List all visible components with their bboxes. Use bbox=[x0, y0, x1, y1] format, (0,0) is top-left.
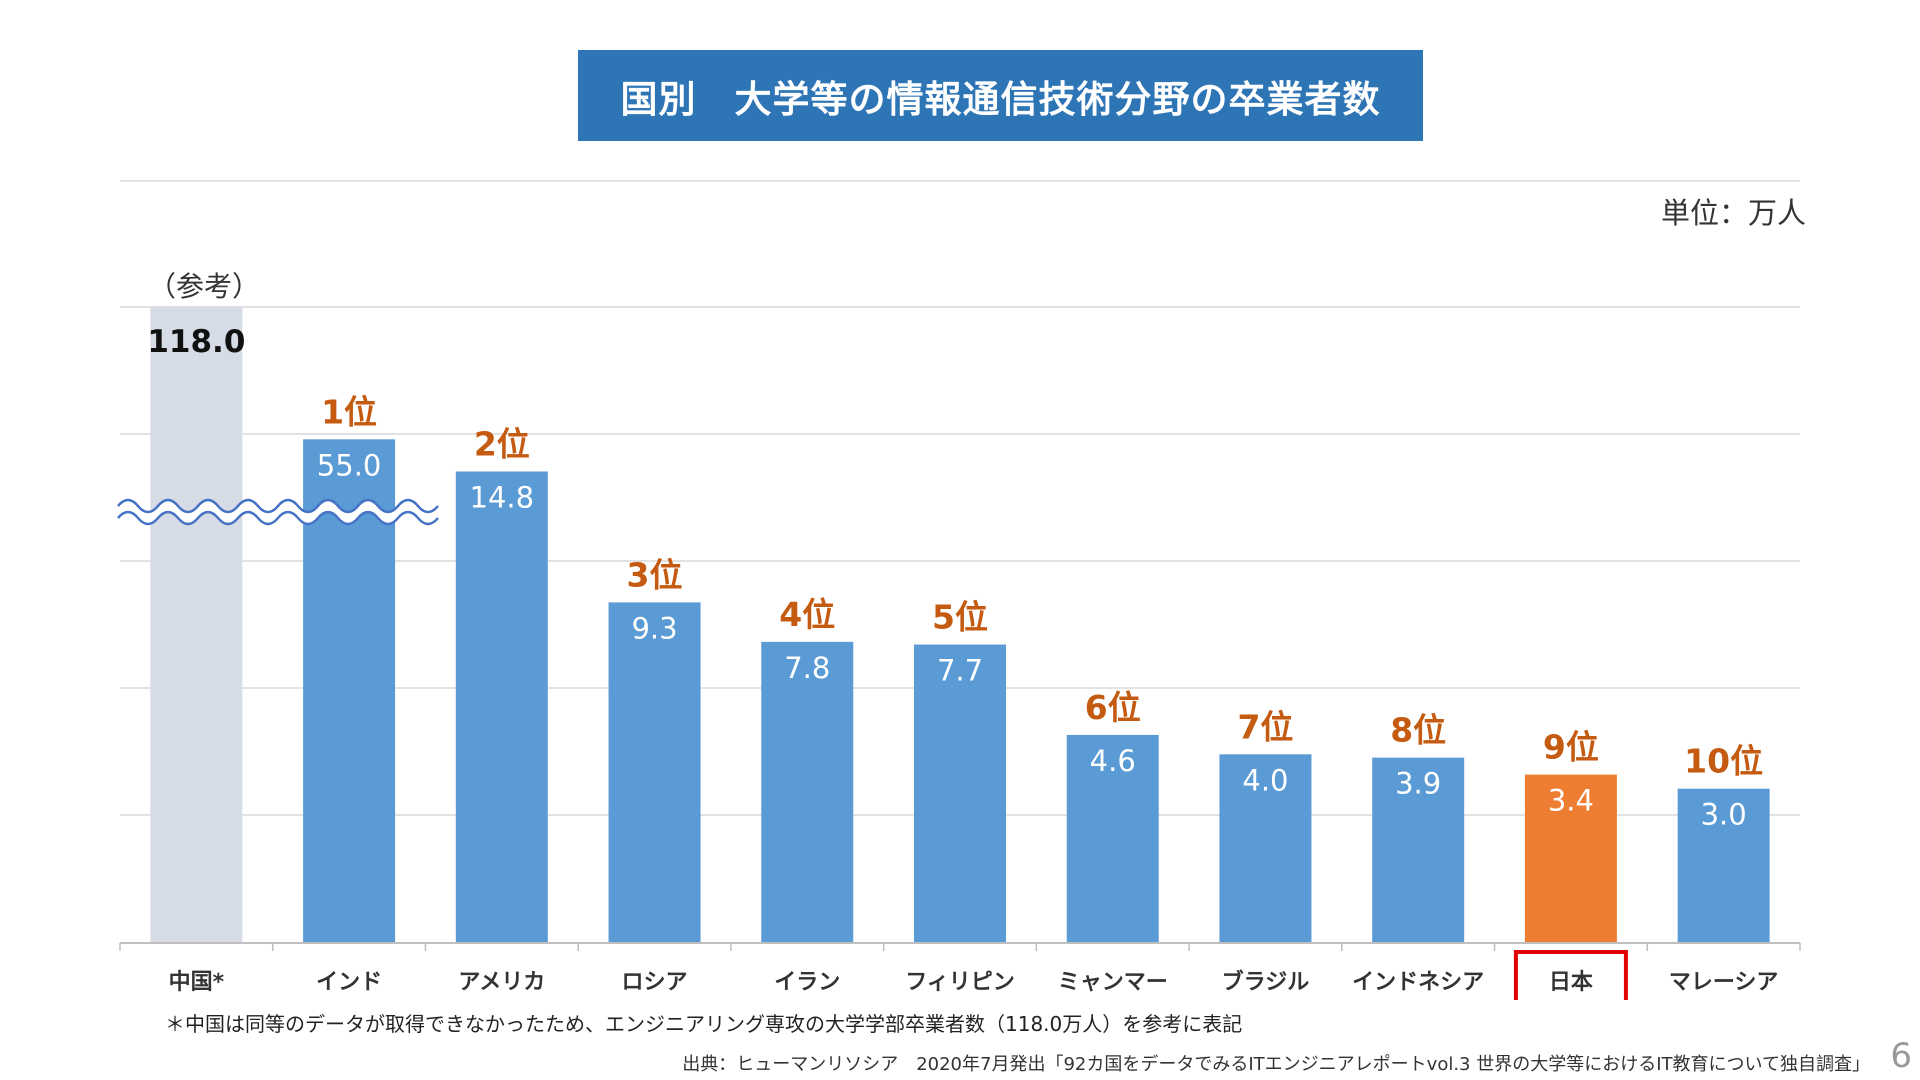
category-label-0: 中国* bbox=[169, 970, 225, 995]
axis-break-wave-1 bbox=[117, 498, 439, 514]
value-label-6: 4.6 bbox=[1090, 744, 1136, 778]
rank-label-1: 1位 bbox=[321, 392, 377, 431]
top-divider bbox=[120, 180, 1800, 182]
source-citation: 出典：ヒューマンリソシア 2020年7月発出「92カ国をデータでみるITエンジニ… bbox=[682, 1054, 1870, 1075]
value-label-9: 3.4 bbox=[1548, 784, 1594, 818]
bar-7 bbox=[1219, 754, 1312, 943]
category-label-2: アメリカ bbox=[458, 970, 545, 995]
rank-label-5: 5位 bbox=[932, 598, 988, 637]
category-label-4: イラン bbox=[774, 970, 840, 995]
rank-label-2: 2位 bbox=[474, 424, 530, 463]
value-label-0: 118.0 bbox=[147, 324, 245, 360]
rank-label-3: 3位 bbox=[627, 555, 683, 594]
value-label-3: 9.3 bbox=[631, 611, 677, 645]
reference-label: （参考） bbox=[148, 270, 261, 303]
rank-label-10: 10位 bbox=[1684, 742, 1763, 781]
category-label-7: ブラジル bbox=[1222, 969, 1310, 995]
rank-label-6: 6位 bbox=[1085, 688, 1141, 727]
bar-10 bbox=[1677, 788, 1770, 943]
category-label-9: 日本 bbox=[1549, 970, 1593, 995]
rank-label-7: 7位 bbox=[1237, 707, 1293, 746]
bar-8 bbox=[1372, 757, 1465, 943]
bar-4 bbox=[761, 641, 854, 943]
value-label-4: 7.8 bbox=[784, 651, 830, 685]
unit-label: 単位：万人 bbox=[1660, 196, 1806, 230]
value-label-2: 14.8 bbox=[470, 480, 535, 514]
category-label-1: インド bbox=[316, 970, 382, 995]
axis-break-wave-2 bbox=[117, 510, 439, 526]
bar-6 bbox=[1066, 734, 1159, 943]
category-label-5: フィリピン bbox=[905, 970, 1015, 995]
value-label-5: 7.7 bbox=[937, 654, 983, 688]
category-label-6: ミャンマー bbox=[1058, 970, 1168, 995]
value-label-7: 4.0 bbox=[1242, 763, 1288, 797]
category-label-8: インドネシア bbox=[1352, 970, 1484, 995]
value-label-10: 3.0 bbox=[1701, 798, 1747, 832]
chart-title: 国別 大学等の情報通信技術分野の卒業者数 bbox=[578, 50, 1423, 141]
footnote: ＊中国は同等のデータが取得できなかったため、エンジニアリング専攻の大学学部卒業者… bbox=[165, 1012, 1243, 1036]
value-label-1: 55.0 bbox=[317, 448, 382, 482]
bar-0 bbox=[150, 307, 243, 943]
page-number: 6 bbox=[1890, 1036, 1912, 1076]
value-label-8: 3.9 bbox=[1395, 767, 1441, 801]
bar-9 bbox=[1524, 774, 1617, 943]
category-label-3: ロシア bbox=[622, 970, 688, 995]
category-label-10: マレーシア bbox=[1669, 970, 1779, 995]
bar-3 bbox=[608, 602, 701, 943]
axis-break-mask bbox=[114, 501, 442, 523]
bar-5 bbox=[914, 644, 1006, 943]
rank-label-8: 8位 bbox=[1390, 711, 1446, 750]
bar-2 bbox=[455, 471, 548, 943]
highlight-box bbox=[1513, 950, 1628, 1000]
rank-label-9: 9位 bbox=[1543, 728, 1599, 767]
rank-label-4: 4位 bbox=[779, 595, 835, 634]
